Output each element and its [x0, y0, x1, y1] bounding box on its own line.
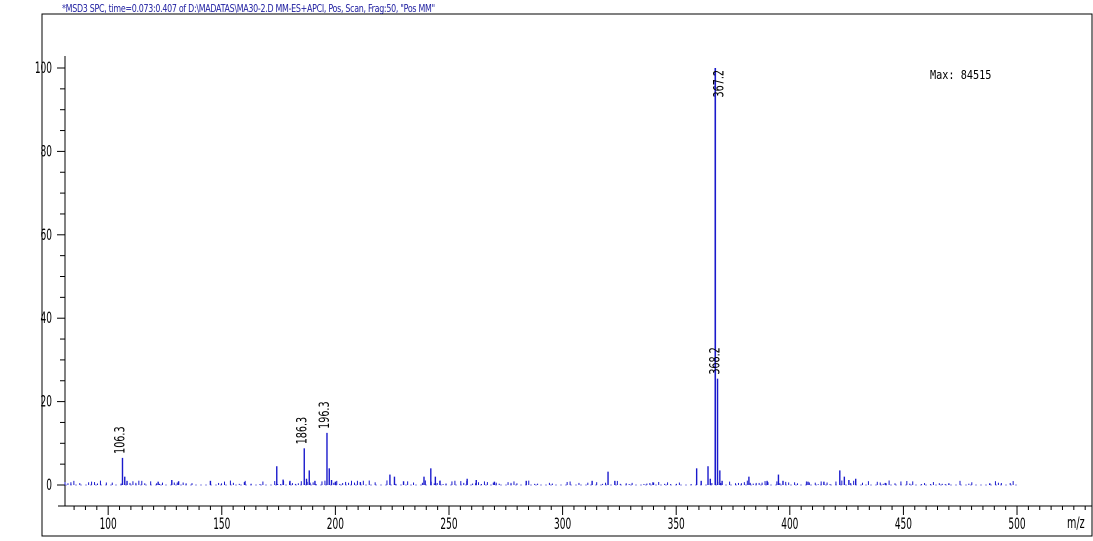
peak-label: 367.2	[710, 70, 726, 97]
x-tick-label: 100	[100, 516, 117, 534]
peak-series	[121, 68, 991, 485]
y-tick-label: 60	[41, 226, 52, 244]
y-tick-label: 40	[41, 310, 52, 328]
x-ticks: 100 150 200 250 300 350 400 450 500	[73, 506, 1086, 534]
baseline-noise	[64, 480, 1018, 486]
y-tick-label: 80	[41, 143, 52, 161]
x-tick-label: 400	[781, 516, 798, 534]
x-tick-label: 300	[554, 516, 571, 534]
y-tick-label: 0	[46, 477, 52, 495]
x-tick-label: 500	[1008, 516, 1025, 534]
max-intensity-label: Max: 84515	[930, 68, 992, 82]
peak-label: 186.3	[293, 417, 309, 444]
y-tick-label: 100	[35, 60, 52, 78]
x-tick-label: 200	[327, 516, 344, 534]
peak-label: 368.2	[707, 347, 723, 374]
peak-labels: 106.3 186.3 196.3 367.2 368.2	[112, 70, 727, 454]
x-tick-label: 250	[440, 516, 457, 534]
x-tick-label: 450	[895, 516, 912, 534]
plot-border	[41, 13, 1093, 537]
chart-title: *MSD3 SPC, time=0.073:0.407 of D:\MADATA…	[62, 2, 435, 15]
peak-label: 196.3	[316, 401, 332, 428]
x-axis-label: m/z	[1067, 515, 1085, 533]
y-tick-label: 20	[41, 393, 52, 411]
peak-label: 106.3	[112, 426, 128, 453]
y-ticks: 0 20 40 60 80 100	[35, 60, 65, 495]
x-tick-label: 150	[213, 516, 230, 534]
x-tick-label: 350	[668, 516, 685, 534]
